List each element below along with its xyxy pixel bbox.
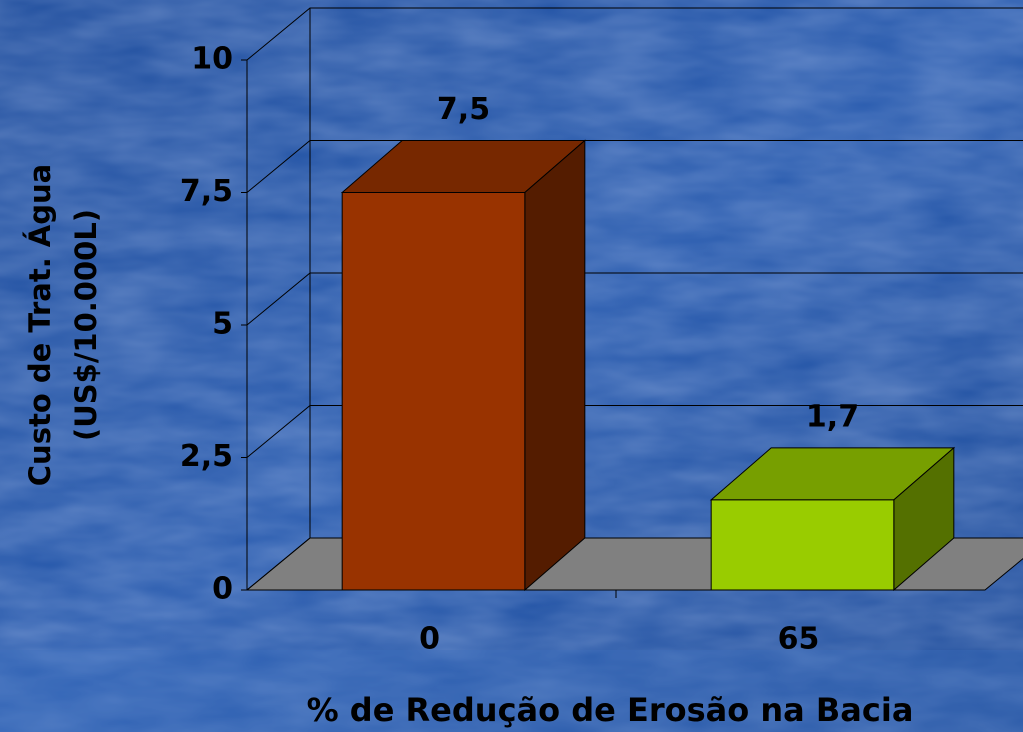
grid-line <box>246 7 1023 61</box>
bar-side <box>524 139 586 592</box>
y-tick-label: 2,5 <box>180 439 233 474</box>
bar <box>709 446 956 592</box>
grid-line <box>246 272 1023 326</box>
y-tick-label: 10 <box>191 42 233 77</box>
bar-front <box>341 192 526 591</box>
grid-line <box>246 140 1023 193</box>
value-label: 1,7 <box>806 399 859 434</box>
y-tick-label: 5 <box>212 307 233 342</box>
x-tick-label: 65 <box>778 622 820 657</box>
y-axis-title: (US$/10.000L) <box>69 209 103 441</box>
x-tick-label: 0 <box>419 622 440 657</box>
footer-band <box>0 650 1023 732</box>
y-axis-title: Custo de Trat. Água <box>23 164 57 486</box>
x-axis-title: % de Redução de Erosão na Bacia <box>307 691 914 729</box>
y-tick-label: 7,5 <box>180 174 233 209</box>
y-tick-label: 0 <box>212 572 233 607</box>
bar <box>340 139 587 592</box>
value-label: 7,5 <box>437 92 490 127</box>
grid-line <box>246 405 1023 458</box>
bar-front <box>710 499 895 591</box>
